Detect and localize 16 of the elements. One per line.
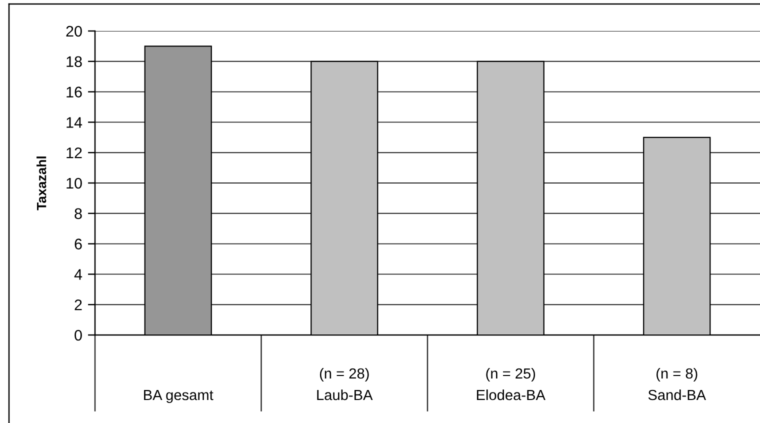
y-tick-label: 16 [66, 86, 82, 98]
x-tick-label: (n = 28) Laub-BA [317, 368, 373, 400]
y-tick-label: 8 [74, 208, 82, 220]
x-tick-label: (n = 8) Sand-BA [648, 368, 706, 400]
y-tick-label: 12 [66, 147, 82, 158]
y-axis-title: Taxazahl [36, 156, 46, 210]
y-tick-label: 10 [66, 178, 82, 189]
x-tick-label: (n = 25) Elodea-BA [476, 368, 546, 400]
y-tick-label: 0 [74, 330, 82, 341]
x-tick-label: BA gesamt [144, 390, 214, 404]
y-tick-label: 18 [66, 56, 82, 68]
y-tick-label: 14 [66, 117, 82, 128]
y-tick-label: 6 [74, 238, 82, 250]
y-tick-label: 20 [66, 26, 82, 37]
y-tick-label: 4 [74, 269, 82, 280]
y-tick-label: 2 [74, 299, 82, 310]
